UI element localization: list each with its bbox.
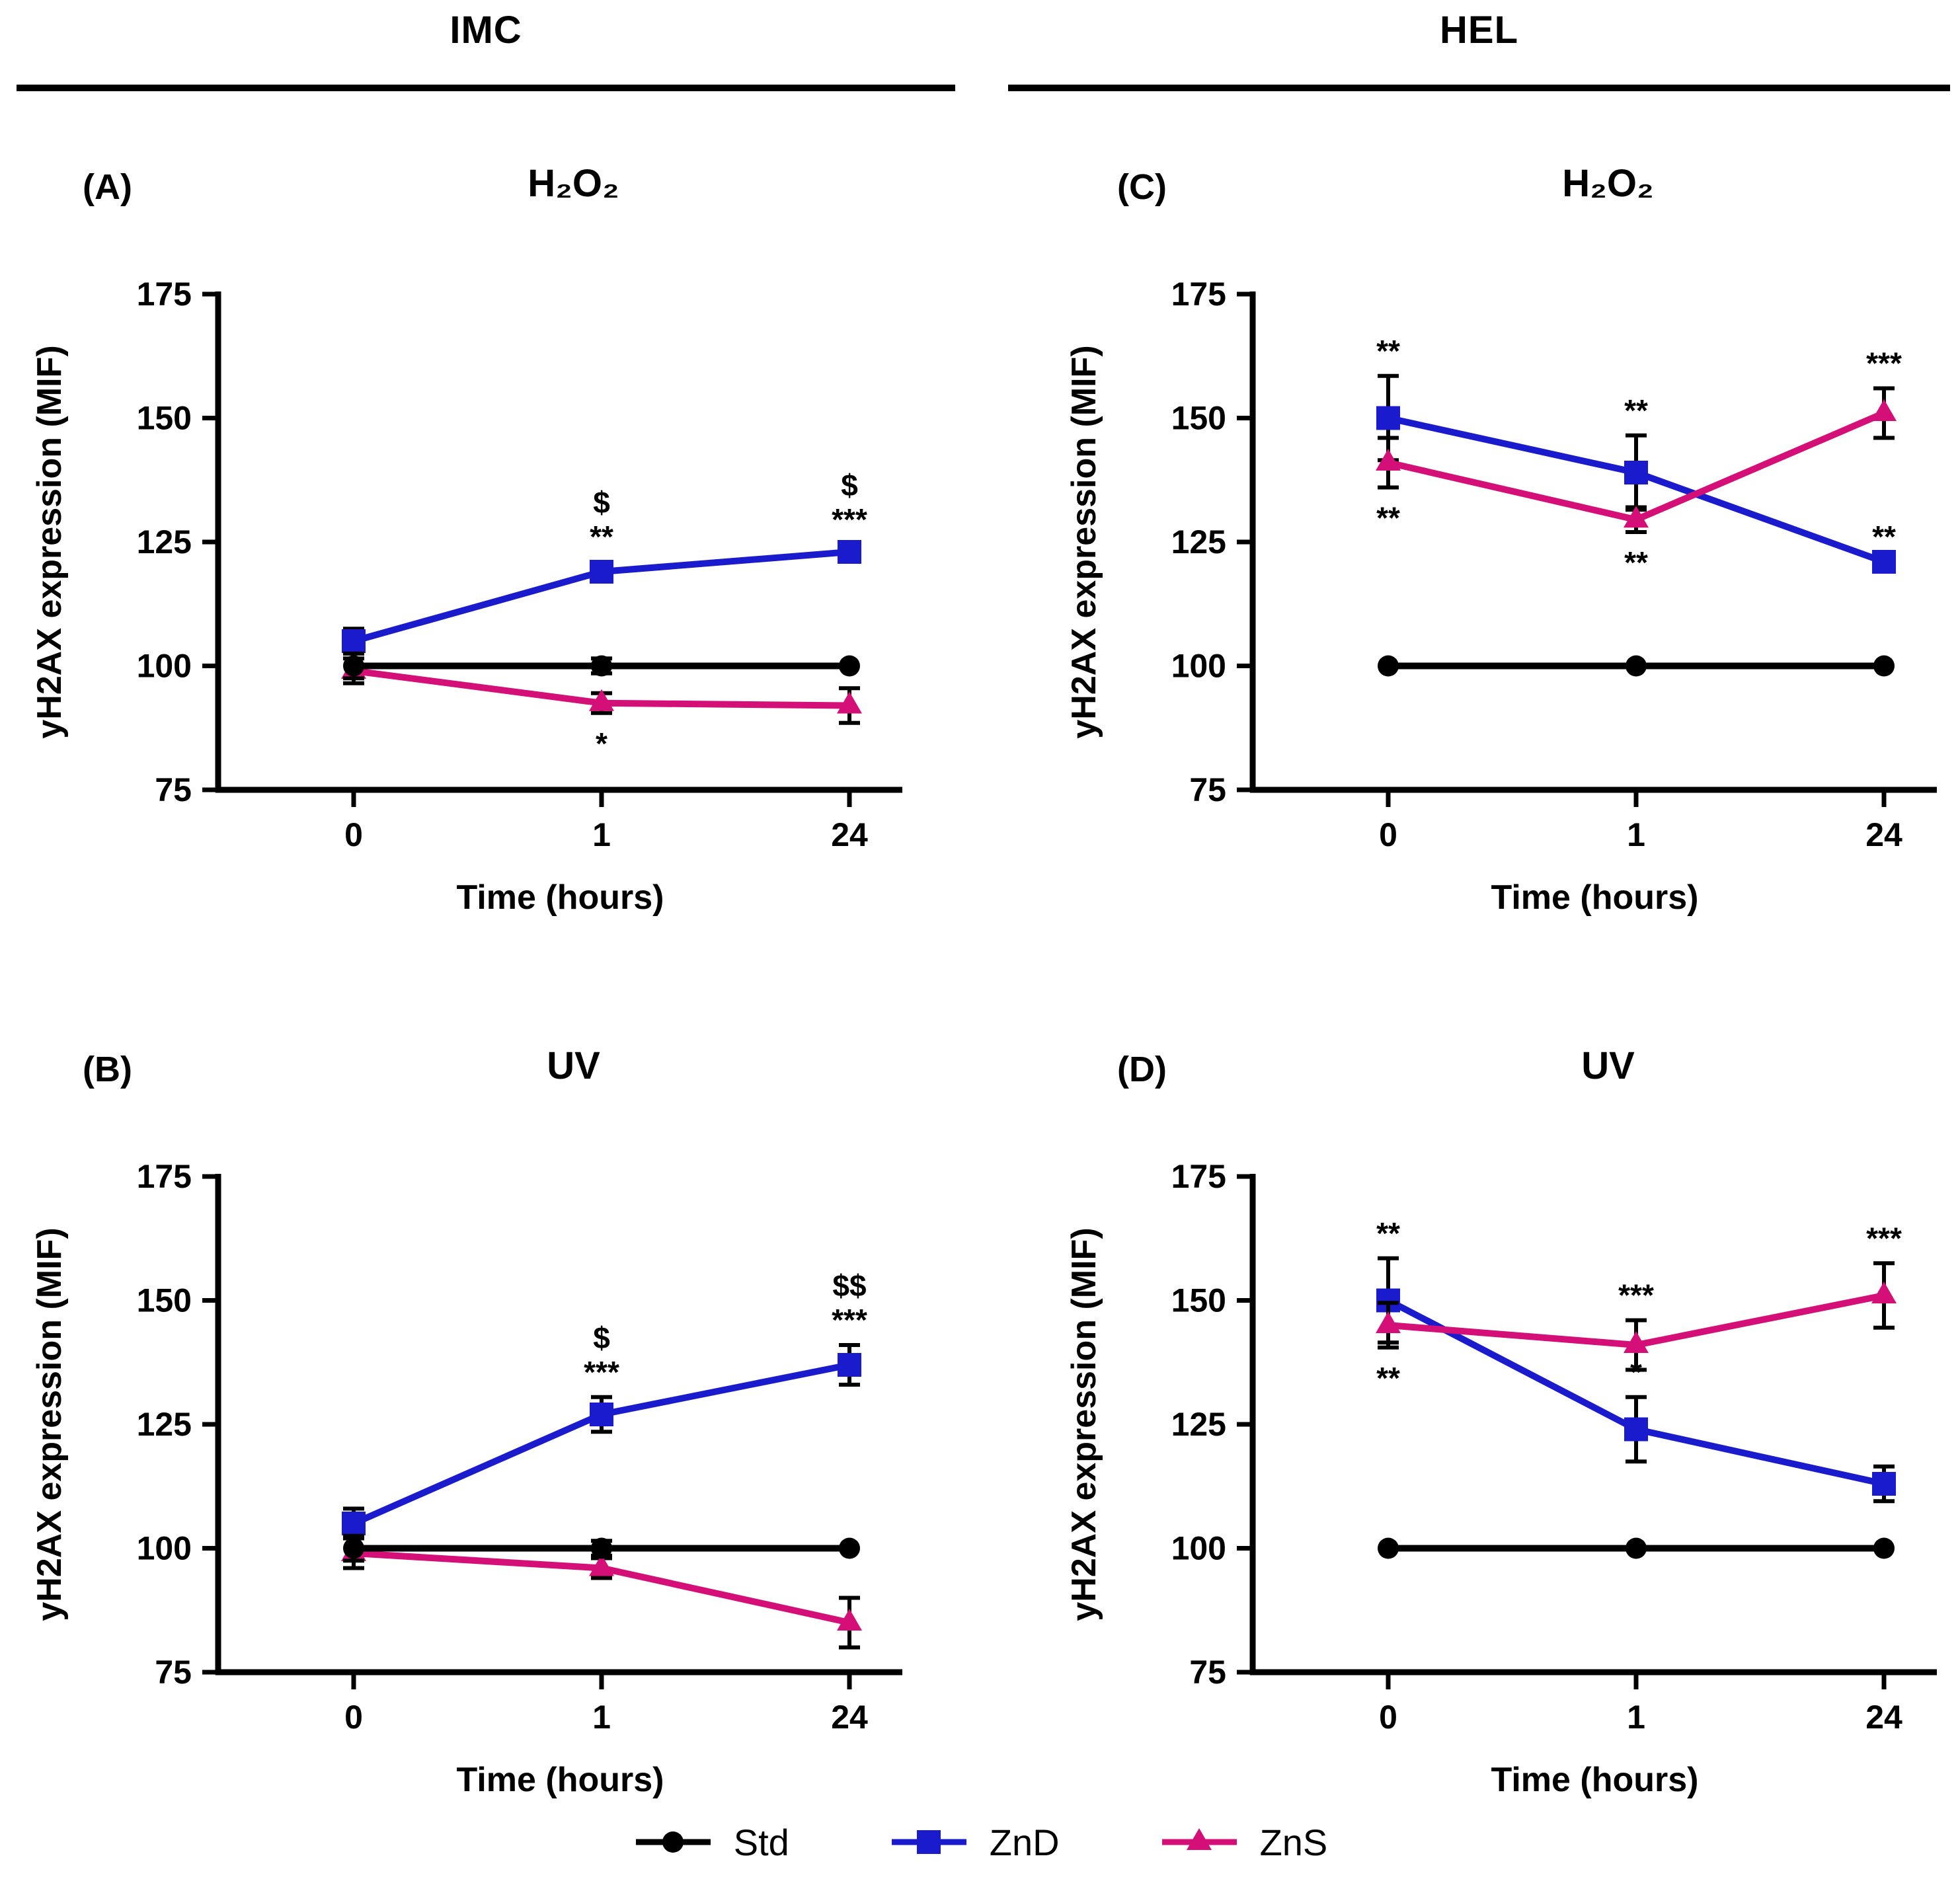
- panel-title-c: H₂O₂: [1562, 162, 1654, 205]
- svg-text:*: *: [596, 726, 608, 761]
- panel-title-d: UV: [1581, 1044, 1635, 1087]
- svg-text:***: ***: [1618, 1278, 1654, 1313]
- svg-text:100: 100: [137, 648, 192, 685]
- column-header-hel: HEL: [1440, 9, 1518, 52]
- svg-text:*: *: [1630, 1355, 1642, 1389]
- svg-text:0: 0: [344, 1699, 363, 1736]
- svg-text:175: 175: [137, 1158, 192, 1195]
- svg-text:0: 0: [344, 816, 363, 853]
- svg-text:***: ***: [584, 1355, 619, 1389]
- svg-text:100: 100: [1171, 1530, 1226, 1567]
- svg-text:0: 0: [1379, 816, 1397, 853]
- chart-d-plot: 75 100 125 150 175 0 1 24 Time (hours) yH2AX expr…: [1065, 1158, 1937, 1799]
- svg-text:125: 125: [1171, 1406, 1226, 1443]
- chart-a-plot: 75 100 125 150 175 0 1 24 Time (hours) yH2AX expr…: [30, 276, 902, 917]
- svg-text:Time (hours): Time (hours): [1491, 1761, 1699, 1799]
- panel-label-b: (B): [83, 1050, 132, 1089]
- svg-text:0: 0: [1379, 1699, 1397, 1736]
- svg-text:$: $: [841, 468, 858, 502]
- svg-text:**: **: [590, 520, 613, 554]
- panel-label-c: (C): [1117, 167, 1167, 207]
- svg-text:24: 24: [1865, 1699, 1902, 1736]
- svg-text:175: 175: [1171, 1158, 1226, 1195]
- svg-text:75: 75: [155, 1654, 192, 1691]
- svg-text:150: 150: [137, 400, 192, 437]
- svg-text:**: **: [1376, 334, 1400, 368]
- legend-item-znd: ZnD: [888, 1821, 1060, 1864]
- chart-panel-c: (C) H₂O₂ 75 100 125 150 175 0 1 24 Time (hours) y…: [1048, 152, 1960, 1005]
- svg-text:***: ***: [1866, 346, 1902, 381]
- svg-text:1: 1: [1627, 816, 1645, 853]
- svg-text:***: ***: [832, 502, 867, 537]
- svg-text:yH2AX expression (MIF): yH2AX expression (MIF): [1065, 1227, 1103, 1621]
- svg-text:100: 100: [1171, 648, 1226, 685]
- svg-text:150: 150: [137, 1282, 192, 1319]
- svg-text:125: 125: [137, 1406, 192, 1443]
- panel-label-a: (A): [83, 167, 132, 207]
- svg-text:175: 175: [137, 276, 192, 313]
- svg-text:$: $: [593, 485, 610, 520]
- chart-b-plot: 75 100 125 150 175 0 1 24 Time (hours) yH2AX expr…: [30, 1158, 902, 1799]
- panel-title-a: H₂O₂: [528, 162, 619, 205]
- legend-item-std: Std: [633, 1821, 789, 1864]
- svg-text:75: 75: [155, 771, 192, 808]
- panel-title-b: UV: [547, 1044, 600, 1087]
- svg-text:**: **: [1376, 1361, 1400, 1395]
- svg-text:24: 24: [1865, 816, 1902, 853]
- svg-text:1: 1: [592, 1699, 611, 1736]
- svg-text:150: 150: [1171, 1282, 1226, 1319]
- column-divider-imc: [17, 85, 955, 91]
- chart-panel-a: (A) H₂O₂ 75 100 125 150 175 0 1 24 Time (hours) y…: [13, 152, 925, 1005]
- svg-text:$: $: [593, 1321, 610, 1355]
- svg-text:yH2AX expression (MIF): yH2AX expression (MIF): [30, 345, 69, 738]
- legend-label-zns: ZnS: [1259, 1821, 1328, 1863]
- svg-text:$$: $$: [832, 1268, 866, 1303]
- svg-text:1: 1: [1627, 1699, 1645, 1736]
- svg-text:125: 125: [1171, 523, 1226, 560]
- svg-text:Time (hours): Time (hours): [457, 878, 664, 917]
- chart-panel-d: (D) UV 75 100 125 150 175 0 1 24 Time (hours) yH2…: [1048, 1034, 1960, 1887]
- chart-c-plot: 75 100 125 150 175 0 1 24 Time (hours) yH2AX expr…: [1065, 276, 1937, 917]
- panel-label-d: (D): [1117, 1050, 1167, 1089]
- legend-item-zns: ZnS: [1159, 1821, 1328, 1864]
- svg-text:100: 100: [137, 1530, 192, 1567]
- svg-text:1: 1: [592, 816, 611, 853]
- svg-text:**: **: [1376, 501, 1400, 535]
- svg-text:***: ***: [1866, 1221, 1902, 1255]
- legend: Std ZnD ZnS: [0, 1812, 1960, 1872]
- svg-text:75: 75: [1189, 1654, 1226, 1691]
- svg-text:175: 175: [1171, 276, 1226, 313]
- svg-text:yH2AX expression (MIF): yH2AX expression (MIF): [1065, 345, 1103, 738]
- chart-panel-b: (B) UV 75 100 125 150 175 0 1 24 Time (hours) yH2…: [13, 1034, 925, 1887]
- svg-text:24: 24: [831, 1699, 868, 1736]
- legend-marker-znd-square-icon: [891, 1830, 966, 1854]
- svg-text:24: 24: [831, 816, 868, 853]
- svg-text:**: **: [1624, 393, 1648, 428]
- svg-text:Time (hours): Time (hours): [1491, 878, 1699, 917]
- svg-text:**: **: [1872, 520, 1896, 554]
- svg-text:125: 125: [137, 523, 192, 560]
- legend-label-znd: ZnD: [989, 1821, 1060, 1863]
- svg-text:***: ***: [832, 1303, 867, 1337]
- svg-text:**: **: [1624, 545, 1648, 580]
- svg-text:150: 150: [1171, 400, 1226, 437]
- column-header-imc: IMC: [450, 9, 522, 52]
- column-divider-hel: [1008, 85, 1950, 91]
- svg-text:Time (hours): Time (hours): [457, 1761, 664, 1799]
- legend-marker-zns-triangle-icon: [1161, 1828, 1237, 1850]
- svg-text:yH2AX expression (MIF): yH2AX expression (MIF): [30, 1227, 69, 1621]
- svg-text:75: 75: [1189, 771, 1226, 808]
- legend-label-std: Std: [733, 1821, 789, 1863]
- svg-text:**: **: [1376, 1216, 1400, 1251]
- legend-marker-std-circle-icon: [635, 1831, 711, 1853]
